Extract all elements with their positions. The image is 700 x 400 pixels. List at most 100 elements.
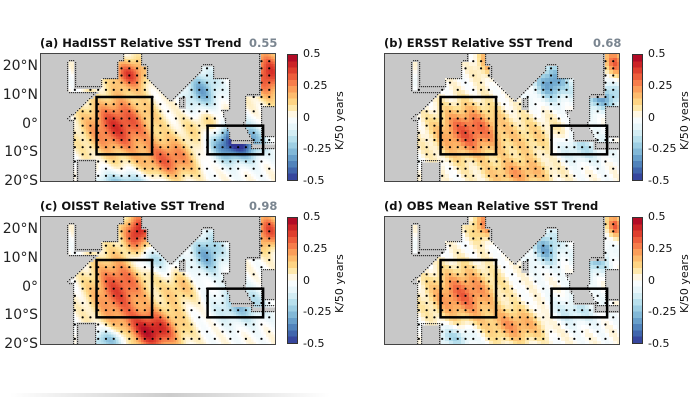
stipple-dot <box>221 330 224 333</box>
stipple-dot <box>425 153 428 156</box>
stipple-dot <box>182 301 185 305</box>
stipple-dot <box>596 294 599 297</box>
stipple-dot <box>190 258 193 262</box>
stipple-dot <box>128 323 131 326</box>
stipple-dot <box>448 301 452 305</box>
stipple-dot <box>549 266 553 269</box>
stipple-dot <box>128 244 131 247</box>
stipple-dot <box>190 117 193 120</box>
stipple-dot <box>159 138 162 142</box>
stipple-dot <box>190 337 193 340</box>
stipple-dot <box>511 124 514 127</box>
stipple-dot <box>487 251 490 254</box>
stipple-dot <box>503 280 506 283</box>
stipple-dot <box>526 301 529 305</box>
stipple-dot <box>73 309 76 312</box>
stipple-dot <box>198 316 201 319</box>
stipple-dot <box>479 251 483 254</box>
stipple-dot <box>97 251 100 254</box>
stipple-dot <box>503 266 506 269</box>
stipple-dot <box>433 287 436 290</box>
stipple-dot <box>205 244 209 247</box>
stipple-dot <box>487 160 490 163</box>
stipple-dot <box>472 138 475 142</box>
colorbar-tick: 0 <box>648 273 655 287</box>
stipple-dot <box>456 301 459 305</box>
stipple-dot <box>526 117 529 120</box>
sst-field <box>68 217 275 344</box>
stipple-dot <box>549 67 553 70</box>
stipple-dot <box>252 323 255 326</box>
stipple-dot <box>464 330 467 333</box>
stipple-dot <box>433 309 436 312</box>
sst-field <box>413 54 619 181</box>
stipple-dot <box>135 74 139 77</box>
stipple-dot <box>456 146 459 149</box>
stipple-dot <box>534 251 537 254</box>
stipple-dot <box>542 124 545 127</box>
stipple-dot <box>213 81 216 84</box>
stipple-dot <box>495 160 498 163</box>
stipple-dot <box>112 110 115 113</box>
stipple-dot <box>487 74 490 77</box>
stipple-dot <box>604 60 607 63</box>
stipple-dot <box>120 287 123 290</box>
stipple-dot <box>104 146 108 149</box>
stipple-dot <box>237 309 240 312</box>
stipple-dot <box>479 309 483 312</box>
stipple-dot <box>167 124 170 127</box>
stipple-dot <box>112 124 115 127</box>
stipple-dot <box>213 131 216 134</box>
stipple-dot <box>213 294 216 297</box>
stipple-dot <box>448 330 452 333</box>
stipple-dot <box>221 131 224 134</box>
stipple-dot <box>159 153 162 156</box>
stipple-dot <box>503 146 506 149</box>
stipple-dot <box>198 251 201 254</box>
stipple-dot <box>104 110 108 113</box>
stipple-dot <box>260 337 263 340</box>
colorbar-tick: 0.5 <box>303 47 321 60</box>
stipple-dot <box>425 316 428 319</box>
stipple-dot <box>557 81 560 84</box>
stipple-dot <box>612 95 615 99</box>
stipple-dot <box>81 124 84 127</box>
stipple-dot <box>81 138 84 142</box>
stipple-dot <box>174 316 178 319</box>
stipple-dot <box>511 131 514 134</box>
stipple-dot <box>573 160 576 163</box>
stipple-dot <box>604 81 607 84</box>
stipple-dot <box>182 316 185 319</box>
stipple-dot <box>182 124 185 127</box>
stipple-dot <box>112 287 115 290</box>
stipple-dot <box>128 124 131 127</box>
stipple-dot <box>542 110 545 113</box>
region-box-east <box>206 124 265 156</box>
stipple-dot <box>487 230 490 233</box>
stipple-dot <box>479 124 483 127</box>
stipple-dot <box>549 273 553 276</box>
stipple-dot <box>526 273 529 276</box>
stipple-dot <box>104 280 108 283</box>
stipple-dot <box>167 287 170 290</box>
stipple-dot <box>604 266 607 269</box>
stipple-dot <box>128 138 131 142</box>
stipple-dot <box>503 174 506 177</box>
stipple-dot <box>135 294 139 297</box>
stipple-dot <box>472 273 475 276</box>
stipple-dot <box>221 88 224 91</box>
stipple-dot <box>190 138 193 142</box>
stipple-dot <box>73 174 76 177</box>
stipple-dot <box>260 95 263 99</box>
stipple-dot <box>557 88 560 91</box>
stipple-dot <box>425 287 428 290</box>
stipple-dot <box>596 258 599 262</box>
stipple-dot <box>73 323 76 326</box>
stipple-dot <box>229 337 232 340</box>
stipple-dot <box>526 258 529 262</box>
stipple-dot <box>174 138 178 142</box>
stipple-dot <box>97 323 100 326</box>
stipple-dot <box>487 337 490 340</box>
stipple-dot <box>237 146 240 149</box>
stipple-dot <box>581 309 584 312</box>
